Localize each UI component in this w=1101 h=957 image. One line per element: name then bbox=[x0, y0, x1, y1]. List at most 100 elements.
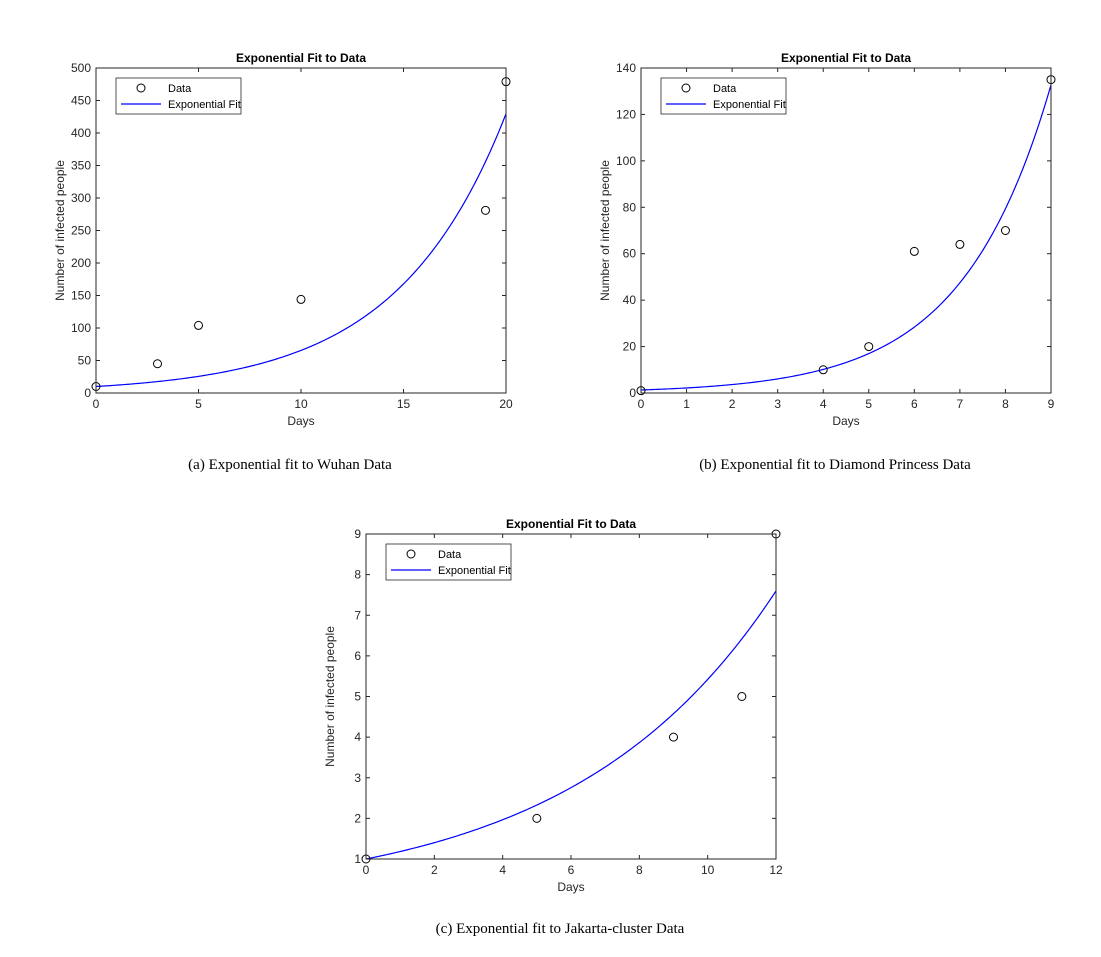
x-tick-label: 2 bbox=[431, 863, 438, 877]
legend-marker-icon bbox=[406, 549, 416, 559]
x-tick-label: 4 bbox=[499, 863, 506, 877]
chart-title: Exponential Fit to Data bbox=[236, 51, 366, 65]
chart-title: Exponential Fit to Data bbox=[781, 51, 911, 65]
fit-curve bbox=[96, 113, 506, 388]
y-axis-label: Number of infected people bbox=[323, 626, 337, 767]
chart-wuhan: Exponential Fit to Data 0 5 10 15 20 0 50 100 150… bbox=[40, 40, 540, 440]
legend-box bbox=[115, 77, 242, 115]
fit-curve bbox=[641, 84, 1051, 391]
data-point bbox=[194, 320, 203, 330]
y-tick-label: 350 bbox=[71, 159, 91, 173]
y-tick-label: 140 bbox=[616, 61, 636, 75]
y-tick-label: 8 bbox=[354, 568, 361, 582]
y-tick-label: 500 bbox=[71, 61, 91, 75]
y-tick-label: 400 bbox=[71, 126, 91, 140]
legend-marker-icon bbox=[136, 83, 146, 93]
y-tick-label: 100 bbox=[616, 154, 636, 168]
legend-label-fit: Exponential Fit bbox=[713, 99, 786, 111]
data-point bbox=[153, 359, 162, 369]
x-tick-label: 5 bbox=[865, 397, 872, 411]
y-axis-label: Number of infected people bbox=[53, 160, 67, 301]
x-tick-label: 6 bbox=[911, 397, 918, 411]
legend-box bbox=[660, 77, 787, 115]
y-tick-label: 200 bbox=[71, 256, 91, 270]
legend-label-fit: Exponential Fit bbox=[438, 565, 511, 577]
y-tick-label: 0 bbox=[629, 386, 636, 400]
x-tick-label: 0 bbox=[638, 397, 645, 411]
y-tick-label: 40 bbox=[623, 293, 637, 307]
legend: Data Exponential Fit bbox=[115, 77, 242, 115]
x-tick-label: 0 bbox=[363, 863, 370, 877]
y-tick-label: 20 bbox=[623, 340, 637, 354]
y-tick-label: 120 bbox=[616, 107, 636, 121]
x-tick-label: 10 bbox=[701, 863, 715, 877]
x-tick-label: 1 bbox=[683, 397, 690, 411]
chart-title: Exponential Fit to Data bbox=[506, 517, 636, 531]
x-tick-label: 0 bbox=[93, 397, 100, 411]
y-tick-label: 7 bbox=[354, 608, 361, 622]
x-tick-label: 6 bbox=[568, 863, 575, 877]
chart-svg: Exponential Fit to Data 0 1 2 3 4 5 6 7 8 9 0 20 40 60… bbox=[598, 51, 1056, 428]
x-tick-label: 10 bbox=[294, 397, 308, 411]
x-tick-label: 15 bbox=[397, 397, 411, 411]
data-point bbox=[955, 239, 965, 249]
y-tick-label: 9 bbox=[354, 527, 361, 541]
y-tick-label: 250 bbox=[71, 224, 91, 238]
x-tick-label: 9 bbox=[1048, 397, 1055, 411]
y-tick-label: 300 bbox=[71, 191, 91, 205]
data-point bbox=[737, 692, 747, 701]
x-tick-label: 8 bbox=[1002, 397, 1009, 411]
y-tick-label: 60 bbox=[623, 247, 637, 261]
data-point bbox=[481, 205, 490, 215]
legend-box bbox=[385, 543, 512, 581]
plot-frame bbox=[365, 533, 777, 860]
data-point bbox=[296, 294, 306, 304]
x-axis-label: Days bbox=[287, 414, 314, 428]
data-point bbox=[669, 732, 678, 742]
plot-frame bbox=[640, 67, 1052, 394]
data-point bbox=[818, 365, 828, 375]
y-tick-label: 4 bbox=[354, 730, 361, 744]
y-tick-label: 2 bbox=[354, 811, 361, 825]
legend-label-fit: Exponential Fit bbox=[168, 99, 241, 111]
data-point bbox=[532, 813, 542, 823]
y-tick-label: 80 bbox=[623, 200, 637, 214]
y-tick-label: 150 bbox=[71, 289, 91, 303]
chart-jakarta-cluster: Exponential Fit to Data 0 2 4 6 8 10 12 1 2 3 4 5 6 7 8… bbox=[310, 506, 810, 906]
legend: Data Exponential Fit bbox=[660, 77, 787, 115]
x-tick-label: 2 bbox=[729, 397, 736, 411]
legend-label-data: Data bbox=[168, 83, 192, 95]
data-point bbox=[909, 246, 919, 256]
x-axis-label: Days bbox=[557, 880, 584, 894]
caption-wuhan: (a) Exponential fit to Wuhan Data bbox=[188, 457, 392, 473]
y-tick-label: 0 bbox=[84, 386, 91, 400]
y-tick-label: 6 bbox=[354, 649, 361, 663]
data-point bbox=[1000, 226, 1010, 235]
data-point bbox=[864, 342, 874, 352]
x-axis-label: Days bbox=[832, 414, 859, 428]
y-tick-label: 5 bbox=[354, 690, 361, 704]
y-tick-label: 1 bbox=[354, 852, 361, 866]
x-tick-label: 8 bbox=[636, 863, 643, 877]
legend-label-data: Data bbox=[438, 549, 462, 561]
x-tick-label: 5 bbox=[195, 397, 202, 411]
x-tick-label: 7 bbox=[957, 397, 964, 411]
x-tick-label: 4 bbox=[820, 397, 827, 411]
x-tick-label: 12 bbox=[769, 863, 783, 877]
legend-label-data: Data bbox=[713, 83, 737, 95]
y-tick-label: 3 bbox=[354, 771, 361, 785]
plot-frame bbox=[95, 67, 507, 394]
chart-diamond-princess: Exponential Fit to Data 0 1 2 3 4 5 6 7 8 9 0 20 40 60… bbox=[585, 40, 1085, 440]
fit-curve bbox=[366, 590, 776, 859]
y-tick-label: 50 bbox=[78, 354, 92, 368]
legend-marker-icon bbox=[681, 83, 691, 93]
caption-jakarta-cluster: (c) Exponential fit to Jakarta-cluster D… bbox=[435, 921, 685, 937]
x-tick-label: 20 bbox=[499, 397, 513, 411]
legend: Data Exponential Fit bbox=[385, 543, 512, 581]
x-tick-label: 3 bbox=[774, 397, 781, 411]
caption-diamond-princess: (b) Exponential fit to Diamond Princess … bbox=[699, 457, 971, 473]
y-tick-label: 450 bbox=[71, 94, 91, 108]
y-tick-label: 100 bbox=[71, 321, 91, 335]
